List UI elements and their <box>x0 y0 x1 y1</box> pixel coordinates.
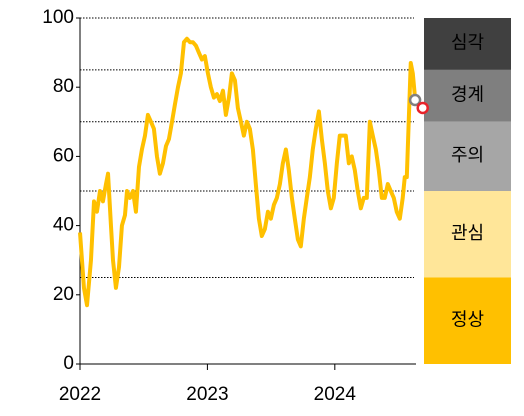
y-tick-label: 100 <box>42 7 74 28</box>
x-tick-label: 2024 <box>314 384 357 405</box>
point-marker <box>408 93 422 107</box>
x-tick-label: 2023 <box>186 384 228 405</box>
risk-band-label: 심각 <box>451 33 484 53</box>
y-tick-label: 60 <box>53 145 74 166</box>
y-tick-label: 0 <box>63 353 74 374</box>
risk-band <box>424 191 511 278</box>
risk-band-label: 경계 <box>451 85 484 105</box>
series-line <box>78 36 417 308</box>
risk-band-label: 정상 <box>451 310 484 330</box>
x-tick-label: 2022 <box>59 384 101 405</box>
risk-band <box>424 121 511 191</box>
y-tick-label: 40 <box>53 215 74 236</box>
risk-band <box>424 277 511 364</box>
risk-band-label: 관심 <box>451 223 484 243</box>
y-tick-label: 20 <box>53 284 74 305</box>
y-tick-label: 80 <box>53 76 74 97</box>
risk-band <box>424 18 511 70</box>
risk-band-label: 주의 <box>451 145 484 165</box>
point-marker <box>416 101 429 115</box>
risk-band <box>424 69 511 122</box>
